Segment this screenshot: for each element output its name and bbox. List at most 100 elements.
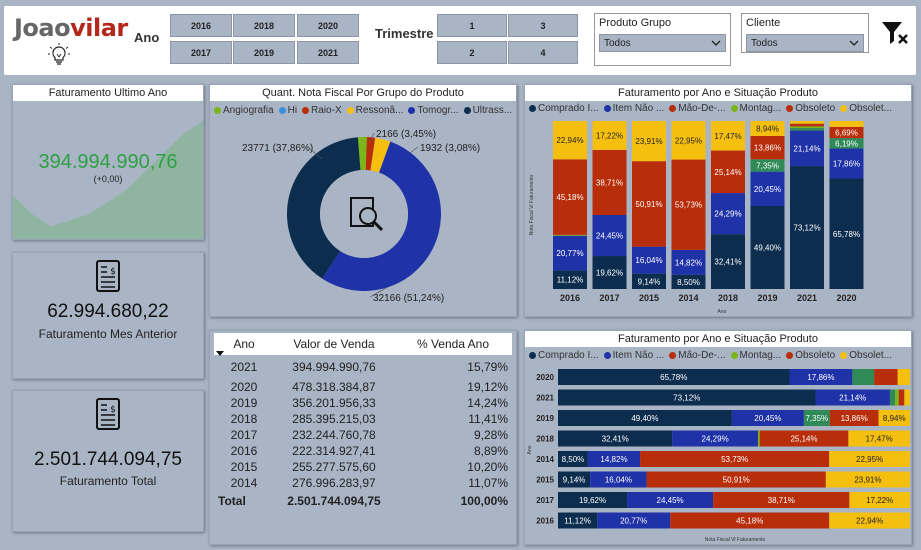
bar-segment[interactable] bbox=[897, 369, 910, 385]
bar-segment[interactable] bbox=[790, 121, 824, 124]
bar-segment[interactable] bbox=[553, 270, 587, 289]
bar-segment[interactable] bbox=[750, 206, 785, 289]
cliente-select[interactable]: Todos bbox=[746, 34, 864, 52]
bar-segment[interactable] bbox=[640, 451, 830, 467]
sort-desc-icon[interactable] bbox=[216, 351, 224, 357]
bar-segment[interactable] bbox=[632, 161, 666, 247]
bar-segment[interactable] bbox=[803, 410, 830, 426]
bar-segment[interactable] bbox=[671, 121, 706, 160]
bar-segment[interactable] bbox=[553, 235, 587, 271]
bar-segment[interactable] bbox=[671, 274, 706, 289]
table-row[interactable]: 2015 255.277.575,60 10,20% bbox=[214, 459, 512, 475]
bar-segment[interactable] bbox=[750, 121, 785, 137]
bar-segment[interactable] bbox=[558, 471, 591, 488]
bar-segment[interactable] bbox=[553, 159, 587, 235]
bar-segment[interactable] bbox=[592, 214, 627, 257]
col-header-valor[interactable]: Valor de Venda bbox=[293, 337, 375, 351]
bar-segment[interactable] bbox=[711, 121, 745, 151]
bar-segment[interactable] bbox=[553, 234, 587, 236]
table-row[interactable]: 2016 222.314.927,41 8,89% bbox=[214, 443, 512, 459]
bar-segment[interactable] bbox=[878, 410, 910, 426]
bar-segment[interactable] bbox=[558, 369, 790, 385]
table-row[interactable]: 2018 285.395.215,03 11,41% bbox=[214, 411, 512, 427]
bar-segment[interactable] bbox=[848, 430, 910, 447]
bar-segment[interactable] bbox=[829, 138, 864, 149]
bar-segment[interactable] bbox=[895, 389, 899, 406]
bar-segment[interactable] bbox=[558, 492, 628, 508]
bar-segment[interactable] bbox=[711, 150, 745, 194]
bar-segment[interactable] bbox=[750, 159, 785, 172]
produto-grupo-select[interactable]: Todos bbox=[599, 34, 726, 52]
bar-segment[interactable] bbox=[889, 389, 896, 406]
legend-item[interactable]: Raio-X bbox=[302, 105, 342, 116]
table-row[interactable]: 2017 232.244.760,78 9,28% bbox=[214, 427, 512, 443]
col-header-ano[interactable]: Ano bbox=[233, 337, 255, 351]
bar-segment[interactable] bbox=[592, 121, 627, 150]
year-button-2018[interactable]: 2018 bbox=[233, 14, 295, 37]
legend-item[interactable]: Mão-De-... bbox=[669, 350, 726, 361]
bar-segment[interactable] bbox=[558, 451, 588, 467]
bar-segment[interactable] bbox=[829, 178, 864, 289]
bar-segment[interactable] bbox=[597, 512, 671, 529]
year-button-2019[interactable]: 2019 bbox=[233, 41, 295, 64]
legend-item[interactable]: Item Não ... bbox=[603, 103, 664, 114]
bar-segment[interactable] bbox=[849, 492, 910, 508]
bar-segment[interactable] bbox=[852, 369, 875, 385]
bar-segment[interactable] bbox=[711, 234, 745, 289]
donut-slice[interactable] bbox=[322, 141, 441, 291]
legend-item[interactable]: Obsoleto bbox=[786, 103, 835, 114]
quarter-button-1[interactable]: 1 bbox=[437, 14, 507, 37]
bar-segment[interactable] bbox=[759, 430, 849, 447]
legend-item[interactable]: Tomogr... bbox=[408, 105, 459, 116]
quarter-button-4[interactable]: 4 bbox=[508, 41, 578, 64]
bar-segment[interactable] bbox=[750, 136, 785, 160]
donut-slice[interactable] bbox=[365, 137, 376, 171]
donut-slice[interactable] bbox=[370, 137, 391, 173]
bar-segment[interactable] bbox=[790, 166, 824, 289]
legend-item[interactable]: Obsolet... bbox=[840, 103, 892, 114]
bar-segment[interactable] bbox=[632, 121, 666, 162]
bar-segment[interactable] bbox=[829, 126, 864, 139]
col-header-pct[interactable]: % Venda Ano bbox=[416, 337, 490, 351]
legend-item[interactable]: Montag... bbox=[730, 103, 781, 114]
legend-item[interactable]: Hi bbox=[278, 105, 297, 116]
bar-segment[interactable] bbox=[904, 389, 910, 406]
year-button-2021[interactable]: 2021 bbox=[297, 41, 359, 64]
bar-segment[interactable] bbox=[592, 149, 627, 215]
quarter-button-3[interactable]: 3 bbox=[508, 14, 578, 37]
bar-segment[interactable] bbox=[874, 369, 898, 385]
donut-slice[interactable] bbox=[287, 137, 361, 279]
bar-segment[interactable] bbox=[592, 256, 627, 289]
table-row[interactable]: 2014 276.996.283,97 11,07% bbox=[214, 475, 512, 491]
bar-segment[interactable] bbox=[672, 430, 758, 447]
legend-item[interactable]: Obsolet... bbox=[840, 350, 892, 361]
legend-item[interactable]: Comprado I... bbox=[529, 350, 599, 361]
bar-segment[interactable] bbox=[646, 471, 826, 488]
bar-segment[interactable] bbox=[558, 389, 816, 406]
bar-segment[interactable] bbox=[553, 121, 587, 160]
legend-item[interactable]: Ultrass... bbox=[463, 105, 512, 116]
bar-segment[interactable] bbox=[789, 369, 853, 385]
bar-segment[interactable] bbox=[757, 430, 760, 447]
legend-item[interactable]: Ressonâ... bbox=[346, 105, 403, 116]
bar-segment[interactable] bbox=[898, 389, 905, 406]
bar-segment[interactable] bbox=[829, 451, 910, 467]
table-row[interactable]: 2021 394.994.990,76 15,79% bbox=[214, 355, 512, 379]
bar-segment[interactable] bbox=[829, 148, 864, 179]
bar-segment[interactable] bbox=[671, 159, 706, 250]
bar-segment[interactable] bbox=[829, 410, 879, 426]
donut-slice[interactable] bbox=[357, 137, 367, 171]
legend-item[interactable]: Montag... bbox=[730, 350, 781, 361]
year-button-2016[interactable]: 2016 bbox=[170, 14, 232, 37]
bar-segment[interactable] bbox=[558, 430, 673, 447]
bar-segment[interactable] bbox=[713, 492, 850, 508]
bar-segment[interactable] bbox=[632, 246, 666, 274]
bar-segment[interactable] bbox=[829, 512, 910, 529]
bar-segment[interactable] bbox=[670, 512, 830, 529]
legend-item[interactable]: Obsoleto bbox=[786, 350, 835, 361]
bar-segment[interactable] bbox=[790, 123, 824, 127]
bar-segment[interactable] bbox=[790, 128, 824, 131]
table-row[interactable]: 2020 478.318.384,87 19,12% bbox=[214, 379, 512, 395]
bar-segment[interactable] bbox=[825, 471, 910, 488]
bar-segment[interactable] bbox=[790, 126, 824, 129]
